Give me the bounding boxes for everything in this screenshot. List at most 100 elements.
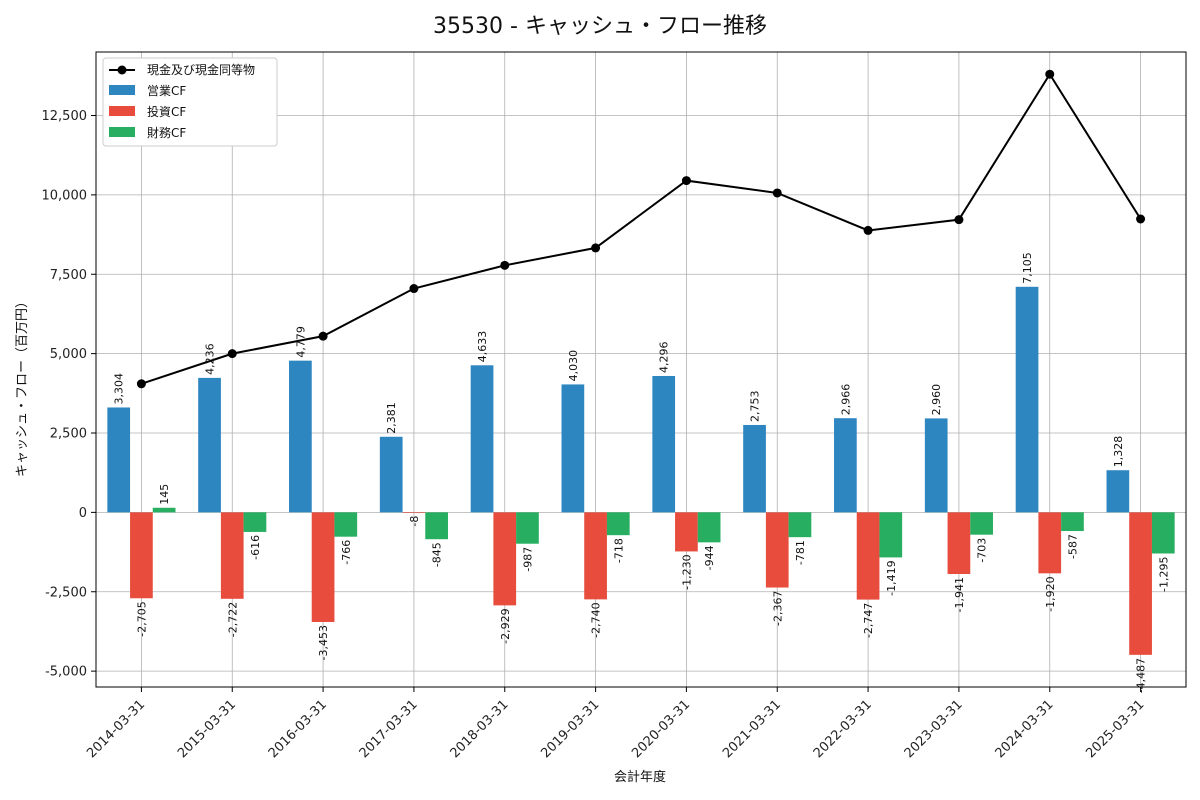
x-tick-label: 2023-03-31 <box>902 697 966 761</box>
x-tick-label: 2019-03-31 <box>538 697 602 761</box>
bar-value-label: -781 <box>794 540 807 565</box>
bar-value-label: 4,236 <box>204 343 217 375</box>
cash-point <box>1045 69 1055 79</box>
cash-point <box>318 331 328 341</box>
x-tick-label: 2020-03-31 <box>629 697 693 761</box>
bar-value-label: -3,453 <box>317 625 330 660</box>
bar-investing <box>765 512 789 588</box>
bar-operating <box>743 424 766 513</box>
cash-point <box>136 379 146 389</box>
legend-label-cash: 現金及び現金同等物 <box>147 62 255 77</box>
bar-operating <box>198 377 221 513</box>
bar-value-label: -8 <box>408 516 421 527</box>
y-tick-label: -5,000 <box>45 665 87 680</box>
y-tick-label: 7,500 <box>50 268 87 283</box>
bar-operating <box>834 418 857 513</box>
bar-investing <box>1129 512 1152 655</box>
bar-investing <box>402 512 426 513</box>
bar-operating <box>379 436 403 513</box>
bar-value-label: -2,929 <box>499 608 512 643</box>
bar-value-label: -4,487 <box>1135 658 1148 693</box>
bar-value-label: 3,304 <box>113 373 126 405</box>
bar-value-label: -2,705 <box>135 601 148 636</box>
bar-value-label: 145 <box>158 484 171 505</box>
bar-value-label: -587 <box>1066 534 1079 559</box>
bar-investing <box>493 512 517 606</box>
bar-operating <box>1106 470 1130 513</box>
bar-financing <box>1061 512 1084 532</box>
bar-value-label: 7,105 <box>1021 252 1034 284</box>
bar-financing <box>334 512 358 537</box>
bar-investing <box>675 512 698 552</box>
legend: 現金及び現金同等物 営業CF 投資CF 財務CF <box>102 57 278 147</box>
legend-swatch-financing <box>109 127 135 137</box>
bar-value-label: 2,753 <box>749 390 762 422</box>
bar-financing <box>879 512 903 558</box>
cash-point <box>863 225 873 235</box>
x-tick-label: 2021-03-31 <box>720 697 784 761</box>
bar-financing <box>1151 512 1175 554</box>
legend-label-operating: 営業CF <box>147 84 186 98</box>
y-tick-label: -2,500 <box>45 585 87 600</box>
bar-value-label: -1,920 <box>1044 576 1057 611</box>
bar-value-label: -1,419 <box>885 560 898 595</box>
bar-investing <box>947 512 971 575</box>
x-tick-label: 2024-03-31 <box>993 697 1057 761</box>
bar-financing <box>425 512 448 540</box>
bar-financing <box>152 507 176 513</box>
bar-financing <box>970 512 993 535</box>
bar-financing <box>243 512 267 532</box>
bar-value-label: -944 <box>703 545 716 570</box>
cash-point <box>591 243 601 253</box>
bar-value-label: -845 <box>431 542 444 567</box>
bar-value-label: 1,328 <box>1112 436 1125 468</box>
bar-value-label: -2,747 <box>862 603 875 638</box>
y-tick-label: 5,000 <box>50 347 87 362</box>
x-tick-label: 2017-03-31 <box>357 697 421 761</box>
y-tick-label: 10,000 <box>42 188 88 203</box>
legend-label-financing: 財務CF <box>147 125 186 140</box>
bar-operating <box>289 360 312 513</box>
bar-financing <box>697 512 721 543</box>
bar-value-label: 4,296 <box>658 341 671 373</box>
bar-value-label: -718 <box>612 538 625 563</box>
bar-value-label: 2,960 <box>930 384 943 416</box>
bar-financing <box>606 512 630 536</box>
cash-line <box>141 72 1142 385</box>
x-tick-label: 2015-03-31 <box>175 697 239 761</box>
bar-operating <box>470 365 494 513</box>
legend-swatch-operating <box>109 85 135 95</box>
legend-box <box>102 57 278 147</box>
bar-operating <box>561 384 585 513</box>
bar-value-label: 4,633 <box>476 331 489 363</box>
x-axis-title: 会計年度 <box>614 769 666 785</box>
x-tick-label: 2016-03-31 <box>266 697 330 761</box>
cash-point <box>772 188 782 198</box>
x-tick-label: 2014-03-31 <box>84 697 148 761</box>
bar-investing <box>1038 512 1062 574</box>
bar-investing <box>856 512 880 600</box>
x-tick-label: 2022-03-31 <box>811 697 875 761</box>
bar-value-label: -703 <box>976 538 989 563</box>
bar-operating <box>652 375 676 513</box>
y-tick-label: 12,500 <box>42 109 88 124</box>
y-axis-title: キャッシュ・フロー（百万円） <box>15 295 30 477</box>
legend-label-investing: 投資CF <box>147 104 186 119</box>
bar-value-label: 4,030 <box>567 350 580 382</box>
bar-value-label: 2,381 <box>385 402 398 434</box>
legend-swatch-investing <box>109 106 135 116</box>
bar-value-label: -2,740 <box>590 602 603 637</box>
bar-operating <box>924 418 948 513</box>
bar-investing <box>311 512 335 623</box>
bar-investing <box>584 512 607 600</box>
bar-investing <box>130 512 153 599</box>
bar-operating <box>107 407 131 513</box>
bar-value-label: -2,722 <box>226 602 239 637</box>
cash-point <box>954 215 964 225</box>
x-tick-label: 2025-03-31 <box>1083 697 1147 761</box>
cash-point <box>500 260 510 270</box>
cash-point <box>681 176 691 186</box>
cash-point <box>409 284 419 294</box>
bar-value-label: -1,941 <box>953 577 966 612</box>
plot-frame <box>95 51 1187 688</box>
